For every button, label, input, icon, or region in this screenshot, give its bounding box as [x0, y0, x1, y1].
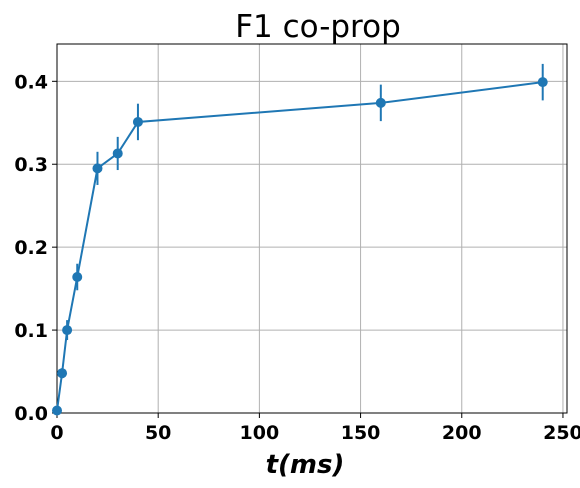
data-point: [52, 405, 62, 416]
x-axis-label-text: t(ms): [266, 450, 345, 480]
x-tick-label: 150: [341, 422, 381, 444]
x-tick-label: 50: [145, 422, 171, 444]
series-line: [56, 81, 543, 411]
data-point: [92, 163, 103, 174]
plot-frame: [56, 43, 568, 414]
y-tick-label: 0.4: [14, 71, 48, 93]
data-point: [57, 368, 68, 379]
axis-layer: 0 50 100 150 200 250 0.0 0.1 0.2 0.3 0.4: [14, 43, 580, 444]
data-point: [72, 272, 83, 283]
y-tick-label: 0.0: [14, 403, 48, 425]
grid-layer: [56, 44, 567, 414]
data-point: [112, 148, 123, 159]
y-tick-label: 0.2: [14, 237, 48, 259]
chart-title: F1 co-prop: [235, 9, 401, 45]
x-tick-label: 200: [442, 422, 482, 444]
data-point: [132, 116, 143, 127]
y-tick-label: 0.1: [14, 320, 48, 342]
data-point: [62, 325, 73, 336]
data-point: [375, 97, 386, 108]
x-axis-label: t(ms): [266, 450, 345, 480]
y-tick-label: 0.3: [14, 154, 48, 176]
x-tick-label: 0: [50, 422, 63, 444]
x-tick-label: 100: [240, 422, 280, 444]
x-tick-label: 250: [543, 422, 580, 444]
series-layer: [52, 63, 548, 416]
data-point: [537, 77, 548, 88]
